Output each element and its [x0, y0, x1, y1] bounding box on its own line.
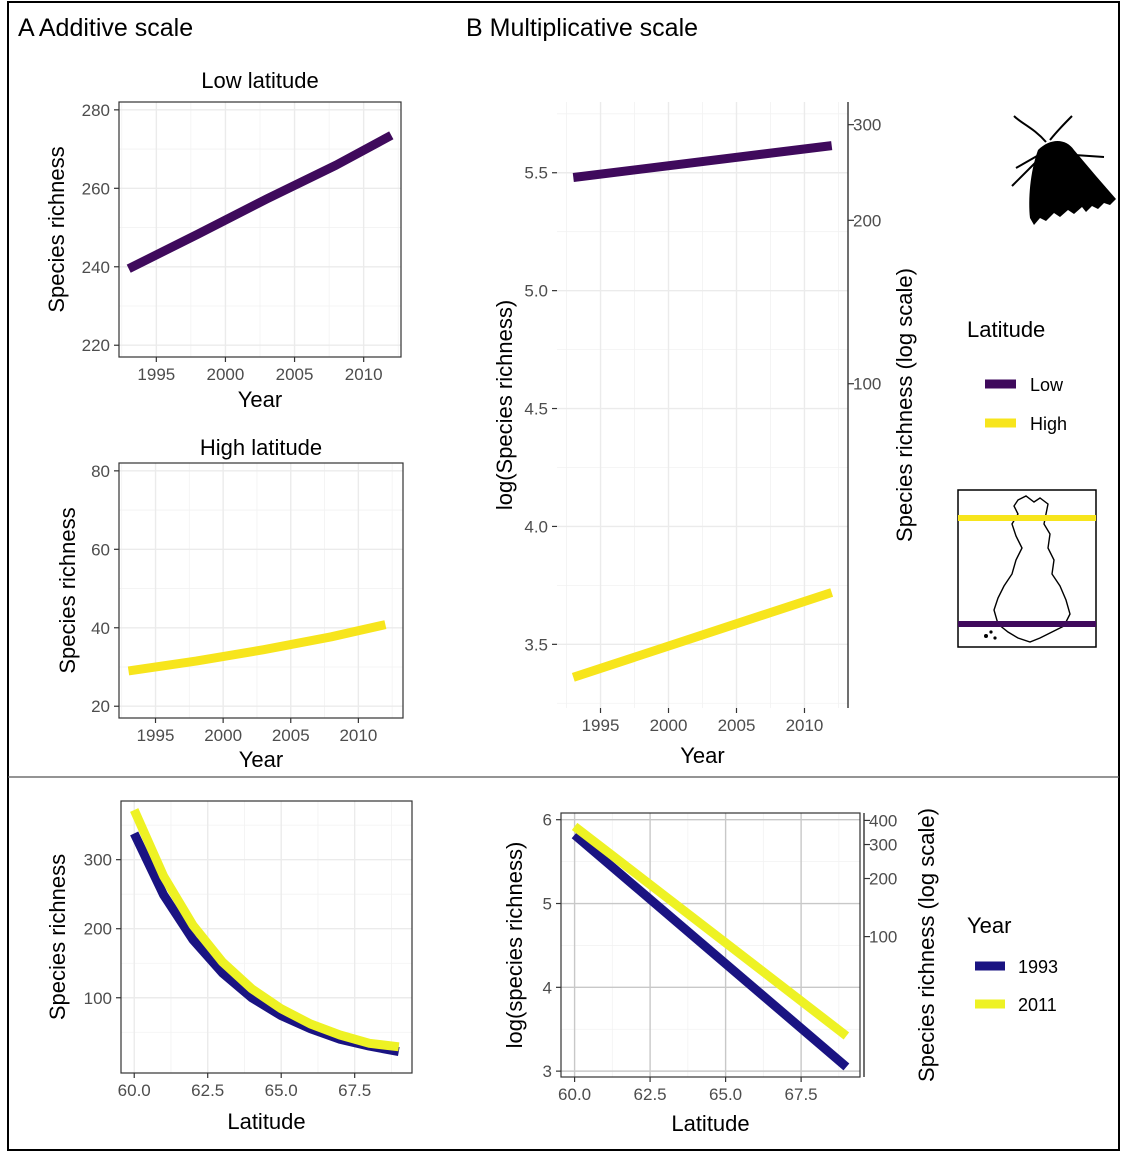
x-tick-label: 1995 — [582, 716, 620, 735]
x-tick-label: 62.5 — [191, 1081, 224, 1100]
x-tick-label: 67.5 — [338, 1081, 371, 1100]
finland-map-icon — [957, 489, 1097, 648]
x-axis-title: Year — [238, 387, 282, 412]
y-tick-label: 3.5 — [524, 635, 548, 654]
x-axis-title: Year — [680, 743, 724, 768]
panel-title: Low latitude — [201, 68, 318, 93]
legend-year-title: Year — [967, 913, 1011, 938]
y-tick-label: 220 — [82, 336, 110, 355]
y-tick-label: 80 — [91, 462, 110, 481]
secondary-tick-label: 200 — [853, 211, 881, 230]
legend-label-1993: 1993 — [1018, 957, 1058, 977]
plot-border — [120, 800, 413, 1074]
x-tick-label: 2005 — [718, 716, 756, 735]
secondary-tick-label: 200 — [869, 870, 897, 889]
x-tick-label: 2000 — [204, 726, 242, 745]
y-tick-label: 40 — [91, 619, 110, 638]
section-title-multiplicative: B Multiplicative scale — [466, 14, 698, 42]
x-tick-label: 1995 — [137, 365, 175, 384]
secondary-tick-label: 300 — [869, 836, 897, 855]
y-tick-label: 200 — [84, 920, 112, 939]
x-tick-label: 2010 — [339, 726, 377, 745]
x-tick-label: 2000 — [650, 716, 688, 735]
plot-panel — [121, 801, 412, 1073]
x-tick-label: 2010 — [786, 716, 824, 735]
y-tick-label: 100 — [84, 989, 112, 1008]
x-axis-title: Year — [239, 747, 283, 772]
series-line-1 — [571, 588, 834, 682]
x-axis-title: Latitude — [671, 1111, 749, 1136]
chart-a_low: 1995 2000 2005 2010 220 240 260 280 Low latitude… — [44, 68, 402, 412]
series-line-2011 — [130, 808, 400, 1052]
chart-c_add: 60.0 62.5 65.0 67.5 100 200 300 Latitude Species… — [45, 800, 413, 1134]
series-line-0 — [127, 620, 387, 676]
legend-latitude-title: Latitude — [967, 317, 1045, 342]
legend-label-2011: 2011 — [1018, 995, 1057, 1015]
secondary-axis-title: Species richness (log scale) — [914, 808, 939, 1082]
y-tick-label: 3 — [543, 1062, 552, 1081]
secondary-tick-label: 100 — [853, 375, 881, 394]
y-tick-label: 240 — [82, 258, 110, 277]
x-tick-label: 2005 — [272, 726, 310, 745]
y-tick-label: 6 — [543, 811, 552, 830]
series-line-0 — [126, 131, 394, 273]
y-tick-label: 5.5 — [524, 164, 548, 183]
secondary-tick-label: 100 — [869, 928, 897, 947]
y-tick-label: 5 — [543, 895, 552, 914]
plot-border — [118, 462, 404, 719]
x-tick-label: 62.5 — [634, 1085, 667, 1104]
y-tick-label: 260 — [82, 179, 110, 198]
x-axis-title: Latitude — [227, 1109, 305, 1134]
y-axis-title: Species richness — [44, 146, 69, 312]
legend-label-high: High — [1030, 414, 1067, 434]
y-tick-label: 280 — [82, 101, 110, 120]
secondary-tick-label: 300 — [853, 116, 881, 135]
y-tick-label: 300 — [84, 851, 112, 870]
legend-year: Year 1993 2011 — [967, 913, 1058, 1015]
chart-b_main: 1995 2000 2005 2010 3.5 4.0 4.5 5.0 5.5 100 200 300… — [492, 102, 917, 768]
x-tick-label: 60.0 — [558, 1085, 591, 1104]
x-tick-label: 60.0 — [118, 1081, 151, 1100]
plot-border — [560, 812, 861, 1078]
secondary-tick-label: 400 — [869, 811, 897, 830]
series-line-0 — [572, 141, 833, 182]
secondary-axis-title: Species richness (log scale) — [892, 268, 917, 542]
y-tick-label: 60 — [91, 540, 110, 559]
x-tick-label: 2000 — [207, 365, 245, 384]
series-line-1993 — [571, 831, 850, 1071]
x-tick-label: 2010 — [345, 365, 383, 384]
chart-a_high: 1995 2000 2005 2010 20 40 60 80 High latitude Yea… — [55, 435, 404, 772]
x-tick-label: 2005 — [276, 365, 314, 384]
section-title-additive: A Additive scale — [18, 14, 193, 42]
x-tick-label: 65.0 — [265, 1081, 298, 1100]
plot-border — [118, 101, 402, 358]
y-tick-label: 4.0 — [524, 517, 548, 536]
series-line-2011 — [571, 822, 850, 1040]
panel-title: High latitude — [200, 435, 322, 460]
x-tick-label: 67.5 — [785, 1085, 818, 1104]
moth-silhouette-icon — [1011, 115, 1116, 225]
y-axis-title: Species richness — [45, 854, 70, 1020]
plot-panel — [119, 463, 403, 718]
y-tick-label: 20 — [91, 697, 110, 716]
y-axis-title: log(species richness) — [502, 842, 527, 1049]
y-tick-label: 4.5 — [524, 400, 548, 419]
y-tick-label: 4 — [543, 978, 552, 997]
y-tick-label: 5.0 — [524, 282, 548, 301]
legend-label-low: Low — [1030, 375, 1064, 395]
legend-latitude: Latitude Low High — [967, 317, 1067, 434]
chart-c_mult: 60.0 62.5 65.0 67.5 3 4 5 6 100 200 300 400 Species … — [502, 808, 939, 1136]
y-axis-title: Species richness — [55, 507, 80, 673]
x-tick-label: 65.0 — [709, 1085, 742, 1104]
x-tick-label: 1995 — [137, 726, 175, 745]
y-axis-title: log(Species richness) — [492, 300, 517, 510]
